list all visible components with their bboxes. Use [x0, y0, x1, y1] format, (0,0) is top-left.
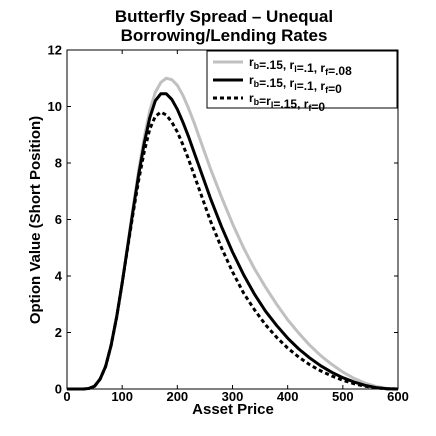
y-tick-label: 10 — [48, 99, 62, 114]
y-tick-label: 0 — [55, 382, 62, 397]
x-tick-label: 400 — [277, 389, 299, 404]
x-tick-label: 200 — [166, 389, 188, 404]
y-tick-label: 2 — [55, 325, 62, 340]
y-tick-label: 8 — [55, 156, 62, 171]
x-tick-label: 100 — [111, 389, 133, 404]
series-line-2 — [67, 92, 399, 391]
y-tick-label: 4 — [55, 269, 63, 284]
y-tick-label: 6 — [55, 212, 62, 227]
plot-area: 0 100 200 300 400 500 600 0 2 4 6 8 10 12 — [48, 43, 409, 405]
legend-label-2: rb=.15, rl=.1, rf=0 — [249, 73, 342, 96]
y-tick-label: 12 — [48, 43, 62, 58]
x-axis-label: Asset Price — [192, 401, 274, 418]
x-tick-label: 500 — [332, 389, 354, 404]
chart-title-line-2: Borrowing/Lending Rates — [121, 26, 328, 45]
x-tick-label: 300 — [222, 389, 244, 404]
legend-label-3: rb=rl=.15, rf=0 — [249, 91, 325, 114]
y-axis-label: Option Value (Short Position) — [27, 116, 44, 324]
legend-label-1: rb=.15, rl=.1, rf=.08 — [249, 55, 352, 78]
series-line-1 — [67, 76, 399, 391]
chart-title-line-1: Butterfly Spread – Unequal — [115, 7, 333, 26]
x-tick-label: 0 — [63, 389, 70, 404]
x-tick-label: 600 — [387, 389, 409, 404]
